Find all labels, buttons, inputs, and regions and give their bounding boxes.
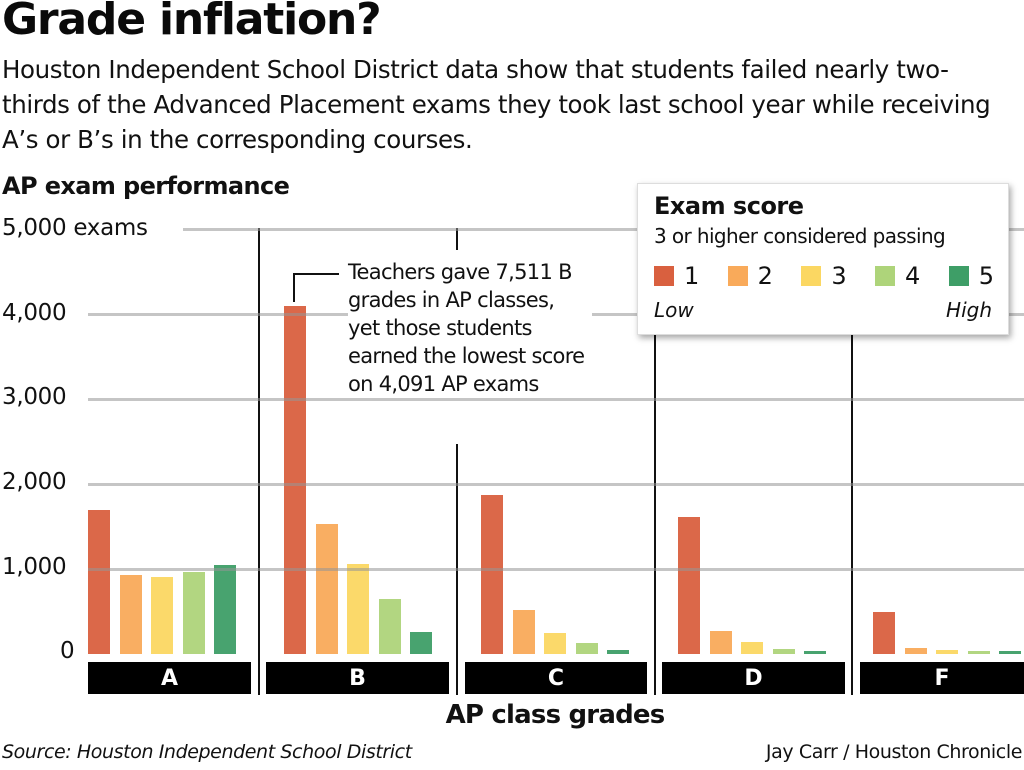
legend-item-4: 4 [875,262,920,290]
y-tick-5000: 5,000 exams [2,215,148,241]
bar-d-score-1 [678,517,700,654]
legend-label: 4 [905,262,921,290]
bar-d-score-4 [772,648,795,654]
bar-a-score-2 [119,574,142,654]
legend-label: 5 [978,262,994,290]
legend-items: 1 2 3 4 5 [654,262,994,290]
legend-low-label: Low [654,298,694,322]
bar-d-score-3 [741,642,764,654]
grade-label-f: F [860,662,1024,694]
bar-c-score-1 [481,495,503,654]
grade-label-c: C [465,662,647,694]
legend-item-5: 5 [948,262,994,290]
annotation-leader-line [293,273,295,302]
bar-b-score-4 [378,598,401,654]
swatch-score-3 [801,266,822,286]
bar-d-score-2 [709,631,732,654]
legend-item-1: 1 [654,262,699,290]
legend-title: Exam score [654,192,804,220]
group-separator [654,333,656,695]
bar-d-score-5 [804,651,827,654]
bar-a-score-3 [151,577,174,654]
x-axis-label: AP class grades [445,700,666,730]
grade-label-b: B [266,662,449,694]
source-note: Source: Houston Independent School Distr… [2,741,412,763]
swatch-score-2 [727,266,748,286]
gridline-5000 [183,228,1024,231]
y-tick-3000: 3,000 [2,384,67,410]
y-tick-2000: 2,000 [2,469,67,495]
bar-b-score-1 [284,306,306,654]
annotation-leader-line [293,273,339,275]
subtitle: Houston Independent School District data… [2,55,991,154]
bar-a-score-4 [182,571,205,654]
group-separator [456,228,458,250]
legend-label: 3 [831,262,847,290]
legend-high-label: High [946,298,992,322]
credit: Jay Carr / Houston Chronicle [765,741,1022,763]
bar-b-score-3 [347,563,370,654]
bar-c-score-5 [607,650,630,654]
y-tick-4000: 4,000 [2,300,67,326]
y-tick-1000: 1,000 [2,554,67,580]
bar-c-score-2 [512,609,535,654]
bar-a-score-5 [214,565,237,654]
legend-item-2: 2 [727,262,773,290]
legend: Exam score 3 or higher considered passin… [637,183,1009,335]
bar-f-score-1 [873,612,895,654]
bar-f-score-5 [999,651,1022,654]
bar-b-score-5 [410,631,433,654]
swatch-score-4 [875,266,896,286]
legend-subtitle: 3 or higher considered passing [654,224,946,248]
group-separator [851,333,853,695]
legend-item-3: 3 [801,262,847,290]
page-title: Grade inflation? [2,0,382,45]
chart-heading: AP exam performance [2,172,290,200]
y-tick-0: 0 [60,638,75,664]
legend-label: 1 [684,262,700,290]
bar-b-score-2 [315,523,338,654]
grade-label-d: D [662,662,845,694]
bar-c-score-3 [544,632,567,654]
bar-a-score-1 [88,510,110,654]
gridline-2000 [88,483,1024,486]
bar-f-score-3 [936,650,959,654]
annotation-text: Teachers gave 7,511 B grades in AP class… [348,258,592,398]
grade-label-a: A [88,662,251,694]
legend-label: 2 [757,262,773,290]
gridline-3000 [88,398,1024,401]
swatch-score-1 [654,266,674,286]
swatch-score-5 [948,266,969,286]
bar-f-score-2 [904,647,927,654]
group-separator [258,228,260,695]
gridline-1000 [88,568,1024,571]
bar-f-score-4 [967,651,990,654]
bar-c-score-4 [575,642,598,654]
